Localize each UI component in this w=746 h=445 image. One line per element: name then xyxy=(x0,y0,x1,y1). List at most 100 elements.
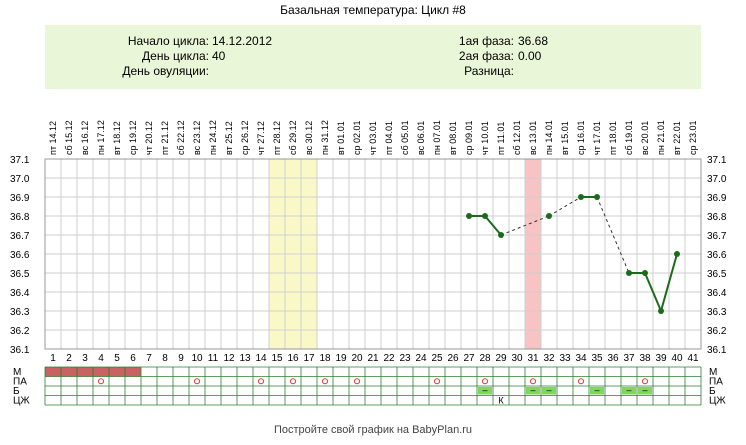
row-label-right: М xyxy=(709,367,717,378)
x-date-label: сб 29.12 xyxy=(288,120,298,155)
x-date-label: сб 19.01 xyxy=(624,120,634,155)
b-cell xyxy=(590,387,604,395)
y-tick-label-right: 36.9 xyxy=(707,193,727,204)
cycle-day-label: День цикла: xyxy=(142,49,209,63)
y-tick-label-left: 36.6 xyxy=(10,250,30,261)
x-date-label: сб 05.01 xyxy=(400,120,410,155)
x-day-number: 18 xyxy=(319,353,331,364)
x-date-label: пн 31.12 xyxy=(320,120,330,155)
phase2-label: 2ая фаза: xyxy=(458,49,514,63)
x-date-label: пн 24.12 xyxy=(208,120,218,155)
x-date-label: вт 22.01 xyxy=(672,121,682,155)
y-tick-label-right: 36.6 xyxy=(707,250,727,261)
b-cell xyxy=(542,387,556,395)
data-point xyxy=(658,308,664,314)
b-cell xyxy=(478,387,492,395)
row-label-right: Б xyxy=(709,386,716,397)
series-gap-line xyxy=(548,196,582,217)
cycle-start-value: 14.12.2012 xyxy=(212,34,273,48)
pa-marker xyxy=(434,378,440,385)
x-date-label: вт 18.12 xyxy=(112,121,122,155)
x-day-number: 32 xyxy=(543,353,555,364)
x-day-number: 41 xyxy=(687,353,699,364)
x-date-label: пт 11.01 xyxy=(496,122,506,155)
x-date-label: пн 14.01 xyxy=(544,120,554,155)
x-date-label: ср 23.01 xyxy=(688,120,698,155)
row-label-left: ПА xyxy=(13,377,27,388)
chart-title: Базальная температура: Цикл #8 xyxy=(280,3,466,17)
x-date-label: вт 08.01 xyxy=(448,121,458,155)
row-label-left: М xyxy=(13,367,21,378)
x-date-label: вт 15.01 xyxy=(560,121,570,155)
phase1-label: 1ая фаза: xyxy=(458,34,514,48)
pa-marker xyxy=(530,378,536,385)
x-day-number: 7 xyxy=(146,353,152,364)
x-date-label: чт 03.01 xyxy=(368,121,378,155)
phase2-value: 0.00 xyxy=(518,49,542,63)
b-mark: – xyxy=(530,385,535,395)
x-date-label: чт 17.01 xyxy=(592,121,602,155)
row-label-left: Б xyxy=(13,386,20,397)
x-day-number: 21 xyxy=(367,353,379,364)
difference-label: Разница: xyxy=(464,64,514,78)
data-point xyxy=(674,251,680,257)
x-day-number: 9 xyxy=(178,353,184,364)
row-label-left: ЦЖ xyxy=(13,396,30,407)
x-day-number: 20 xyxy=(351,353,363,364)
cycle-day-value: 40 xyxy=(212,49,226,63)
y-tick-label-right: 37.1 xyxy=(707,155,727,166)
phase1-value: 36.68 xyxy=(518,34,549,48)
data-point xyxy=(466,213,472,219)
x-date-label: сб 22.12 xyxy=(176,120,186,155)
x-day-number: 36 xyxy=(607,353,619,364)
cycle-start-label: Начало цикла: xyxy=(127,34,209,48)
x-day-number: 40 xyxy=(671,353,683,364)
menses-cell xyxy=(93,367,109,377)
pa-marker xyxy=(258,378,264,385)
row-label-right: ЦЖ xyxy=(709,396,726,407)
b-mark: – xyxy=(482,385,487,395)
x-date-label: пн 07.01 xyxy=(432,120,442,155)
data-point xyxy=(626,270,632,276)
b-cell xyxy=(526,387,540,395)
b-mark: – xyxy=(594,385,599,395)
x-day-number: 34 xyxy=(575,353,587,364)
y-tick-label-right: 36.4 xyxy=(707,288,727,299)
y-tick-label-left: 36.3 xyxy=(10,307,30,318)
x-date-label: вс 23.12 xyxy=(192,121,202,155)
x-day-number: 22 xyxy=(383,353,395,364)
x-date-label: ср 16.01 xyxy=(576,120,586,155)
pa-marker xyxy=(354,378,360,385)
x-day-number: 1 xyxy=(50,353,56,364)
x-day-number: 17 xyxy=(303,353,315,364)
x-day-number: 4 xyxy=(98,353,104,364)
y-tick-label-left: 37.0 xyxy=(10,174,30,185)
pa-marker xyxy=(642,378,648,385)
pa-marker xyxy=(482,378,488,385)
x-date-label: ср 02.01 xyxy=(352,120,362,155)
b-mark: – xyxy=(626,385,631,395)
y-tick-label-right: 36.3 xyxy=(707,307,727,318)
b-mark: – xyxy=(642,385,647,395)
x-day-number: 26 xyxy=(447,353,459,364)
x-date-label: чт 27.12 xyxy=(256,121,266,155)
moon-icon xyxy=(241,163,248,177)
x-day-number: 12 xyxy=(223,353,235,364)
x-day-number: 11 xyxy=(208,353,219,364)
series-gap-line xyxy=(500,215,550,236)
y-tick-label-left: 36.7 xyxy=(10,231,30,242)
series-line xyxy=(644,272,662,312)
menses-cell xyxy=(61,367,77,377)
y-tick-label-right: 36.8 xyxy=(707,212,727,223)
data-point xyxy=(482,213,488,219)
x-date-label: вс 13.01 xyxy=(528,121,538,155)
pa-marker xyxy=(290,378,296,385)
x-date-label: чт 10.01 xyxy=(480,121,490,155)
pa-marker xyxy=(98,378,104,385)
x-date-label: ср 09.01 xyxy=(464,120,474,155)
x-date-label: пн 17.12 xyxy=(96,120,106,155)
x-date-label: пт 21.12 xyxy=(160,121,170,155)
row-label-right: ПА xyxy=(709,377,723,388)
x-date-label: вс 20.01 xyxy=(640,121,650,155)
